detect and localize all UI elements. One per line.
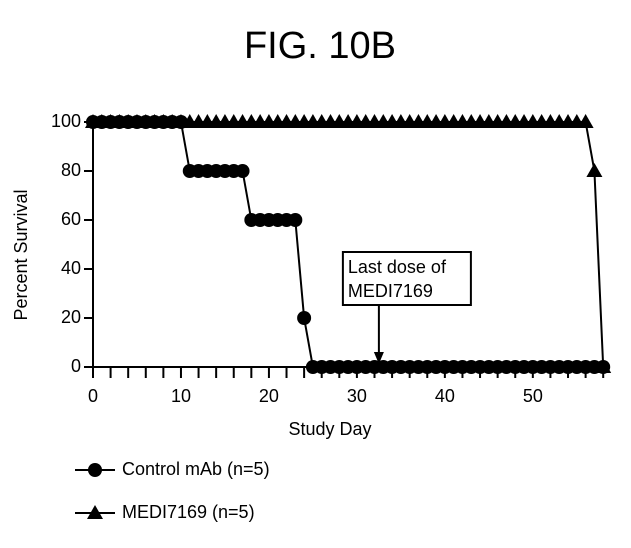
page: {"chart_data": { "type": "line", "title"… (0, 0, 631, 548)
marker (586, 163, 602, 177)
legend-label: MEDI7169 (n=5) (122, 502, 255, 522)
y-tick-label: 20 (61, 307, 81, 327)
marker (236, 164, 250, 178)
x-tick-label: 20 (259, 386, 279, 406)
x-axis-label: Study Day (288, 419, 371, 439)
y-tick-label: 60 (61, 209, 81, 229)
y-axis-label: Percent Survival (11, 189, 31, 320)
legend-marker (88, 463, 102, 477)
annotation-text: MEDI7169 (348, 281, 433, 301)
chart: FIG. 10B Study Day Percent Survival 0 20 4… (0, 0, 631, 548)
series-line (93, 122, 603, 367)
x-tick-label: 30 (347, 386, 367, 406)
chart-title: FIG. 10B (244, 25, 396, 67)
series-line (93, 122, 603, 367)
y-tick-label: 100 (51, 111, 81, 131)
marker (288, 213, 302, 227)
x-tick-label: 50 (523, 386, 543, 406)
marker (297, 311, 311, 325)
legend-label: Control mAb (n=5) (122, 459, 270, 479)
annotation-text: Last dose of (348, 257, 447, 277)
x-tick-label: 0 (88, 386, 98, 406)
y-tick-label: 0 (71, 356, 81, 376)
y-tick-label: 80 (61, 160, 81, 180)
x-tick-label: 40 (435, 386, 455, 406)
y-tick-label: 40 (61, 258, 81, 278)
x-tick-label: 10 (171, 386, 191, 406)
